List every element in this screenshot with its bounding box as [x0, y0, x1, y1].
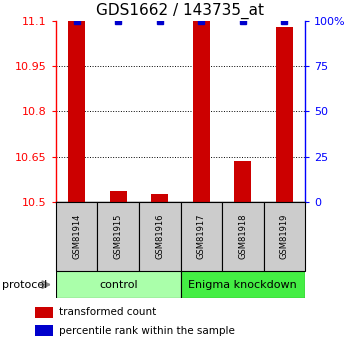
Bar [264, 202, 305, 271]
Title: GDS1662 / 143735_at: GDS1662 / 143735_at [96, 3, 265, 19]
Bar [35, 307, 53, 318]
Bar [235, 161, 251, 202]
Text: Enigma knockdown: Enigma knockdown [188, 280, 297, 289]
Bar [152, 194, 168, 202]
Bar [35, 325, 53, 336]
Bar [180, 202, 222, 271]
Text: transformed count: transformed count [59, 307, 156, 317]
Text: percentile rank within the sample: percentile rank within the sample [59, 326, 235, 336]
Bar [97, 202, 139, 271]
Bar [139, 202, 180, 271]
Bar [56, 271, 180, 298]
Bar [110, 191, 127, 202]
Bar [193, 21, 209, 202]
Text: GSM81916: GSM81916 [155, 214, 164, 259]
Bar [276, 27, 293, 202]
Bar [222, 202, 264, 271]
Bar [180, 271, 305, 298]
Text: GSM81919: GSM81919 [280, 214, 289, 259]
Text: GSM81917: GSM81917 [197, 214, 206, 259]
Text: GSM81915: GSM81915 [114, 214, 123, 259]
Text: GSM81918: GSM81918 [238, 214, 247, 259]
Bar [56, 202, 97, 271]
Text: protocol: protocol [2, 280, 47, 290]
Text: GSM81914: GSM81914 [72, 214, 81, 259]
Bar [69, 21, 85, 202]
Text: control: control [99, 280, 138, 289]
